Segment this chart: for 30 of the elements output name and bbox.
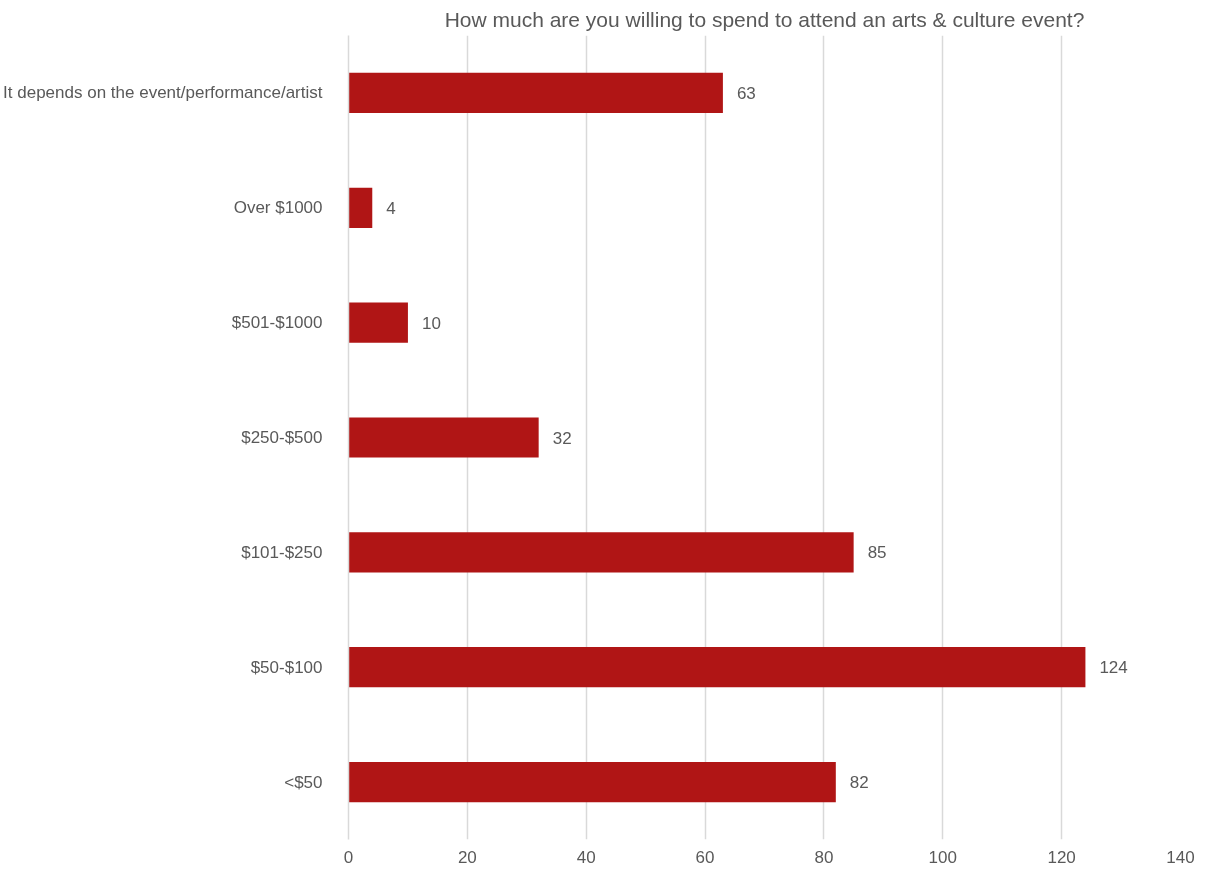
- bar: [348, 302, 408, 343]
- bar: [348, 72, 723, 114]
- bar: [348, 761, 836, 803]
- bar: [348, 532, 854, 573]
- x-tick-label: 40: [576, 847, 596, 867]
- data-label: 82: [849, 773, 869, 793]
- chart-title: How much are you willing to spend to attend an arts & culture event?: [444, 7, 1085, 31]
- bar: [348, 417, 539, 458]
- y-tick-label: Over $1000: [233, 198, 323, 218]
- y-tick-label: $250-$500: [241, 428, 323, 447]
- x-tick-label: 100: [928, 847, 957, 867]
- y-tick-label: <$50: [284, 772, 323, 792]
- x-tick-label: 60: [695, 847, 715, 867]
- data-label: 85: [867, 543, 887, 563]
- data-label: 32: [552, 428, 572, 448]
- y-tick-label: $101-$250: [241, 542, 323, 562]
- y-tick-label: It depends on the event/performance/artist: [3, 83, 323, 103]
- x-tick-label: 120: [1047, 847, 1076, 867]
- y-tick-label: $50-$100: [250, 657, 323, 677]
- x-tick-label: 140: [1166, 847, 1195, 867]
- x-tick-label: 80: [814, 847, 834, 867]
- data-label: 124: [1099, 658, 1128, 678]
- x-tick-label: 0: [343, 847, 354, 867]
- bar: [348, 647, 1086, 688]
- y-tick-label: $501-$1000: [231, 313, 323, 333]
- bar: [348, 187, 373, 228]
- data-label: 10: [421, 313, 441, 333]
- x-tick-label: 20: [457, 847, 477, 867]
- data-label: 63: [736, 83, 756, 103]
- data-label: 4: [386, 198, 396, 218]
